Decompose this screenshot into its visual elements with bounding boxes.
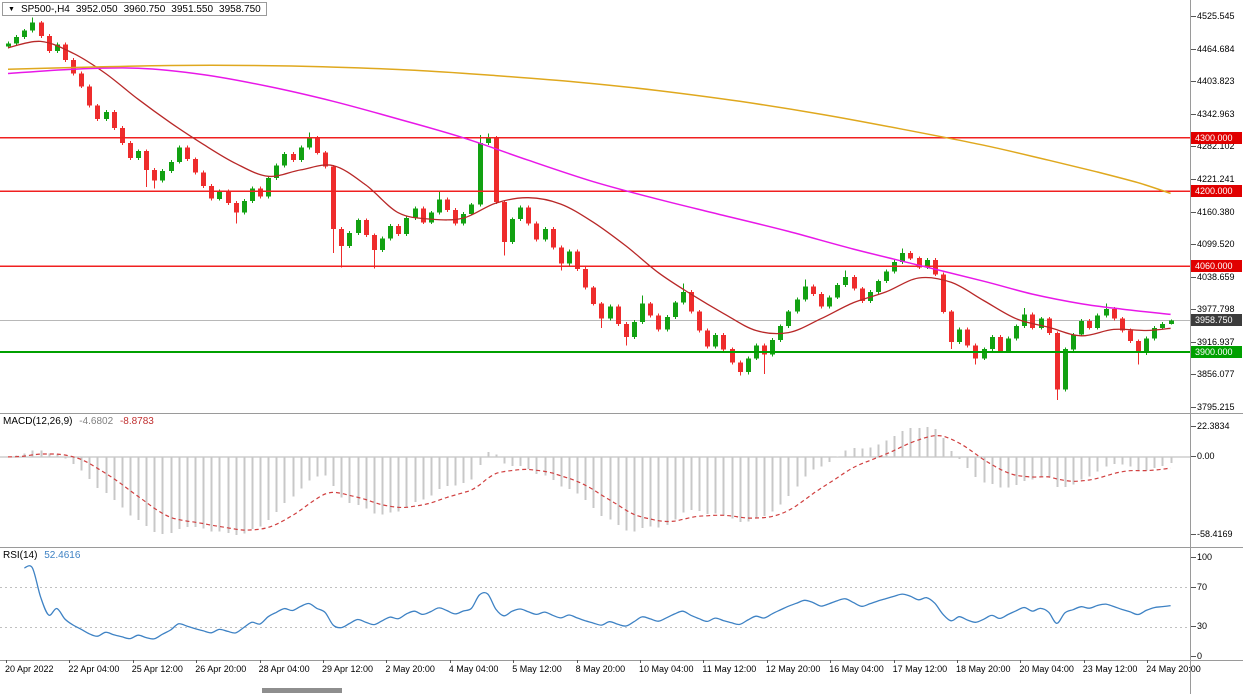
time-axis-label: 12 May 20:00 [765, 660, 821, 674]
open-value: 3952.050 [75, 3, 118, 15]
time-axis-label: 18 May 20:00 [956, 660, 1011, 674]
time-axis-label: 29 Apr 12:00 [322, 660, 374, 674]
time-axis-label: 28 Apr 04:00 [258, 660, 310, 674]
macd-histogram [15, 427, 1173, 535]
macd-value: -4.6802 [79, 416, 114, 427]
time-axis-label: 16 May 04:00 [829, 660, 884, 674]
ma-medium-magenta-line [7, 67, 1171, 316]
time-axis-label: 26 Apr 20:00 [195, 660, 247, 674]
time-axis-label: 4 May 04:00 [448, 660, 499, 674]
time-axis-label: 22 Apr 04:00 [68, 660, 120, 674]
macd-indicator-label: MACD(12,26,9) -4.6802 -8.8783 [3, 416, 158, 427]
horizontal-scrollbar-thumb[interactable] [262, 688, 342, 693]
rsi-value: 52.4616 [44, 550, 81, 561]
time-axis-label: 20 May 04:00 [1019, 660, 1074, 674]
ma-slow-orange-line [7, 64, 1171, 195]
time-axis-label: 24 May 20:00 [1146, 660, 1201, 674]
time-axis-label: 20 Apr 2022 [5, 660, 54, 674]
time-axis-label: 17 May 12:00 [892, 660, 948, 674]
candlestick-series [6, 17, 1174, 401]
rsi-name: RSI(14) [3, 550, 38, 561]
high-value: 3960.750 [123, 3, 166, 15]
time-axis-label: 8 May 20:00 [575, 660, 626, 674]
symbol-ohlc-readout[interactable]: ▼ SP500-,H4 3952.050 3960.750 3951.550 3… [2, 2, 267, 16]
time-axis-separator [0, 660, 1243, 661]
pane-separator-macd[interactable] [0, 413, 1243, 414]
price-axis-separator [1190, 0, 1191, 694]
time-axis-label: 25 Apr 12:00 [131, 660, 183, 674]
time-axis-label: 23 May 12:00 [1082, 660, 1138, 674]
macd-name: MACD(12,26,9) [3, 416, 73, 427]
time-axis-label: 11 May 12:00 [702, 660, 757, 674]
horizontal-level-lines [0, 137, 1190, 353]
rsi-indicator-label: RSI(14) 52.4616 [3, 550, 84, 561]
symbol-timeframe-label: SP500-,H4 [20, 3, 70, 15]
time-axis[interactable]: 20 Apr 2022 22 Apr 04:00 25 Apr 12:00 26 Ap… [0, 660, 1243, 694]
low-value: 3951.550 [171, 3, 214, 15]
rsi-line [24, 565, 1171, 640]
pane-separator-rsi[interactable] [0, 547, 1243, 548]
time-axis-label: 5 May 12:00 [512, 660, 562, 674]
macd-signal-line [7, 435, 1171, 531]
symbol-dropdown-icon[interactable]: ▼ [8, 5, 15, 13]
close-value: 3958.750 [219, 3, 261, 15]
time-axis-label: 2 May 20:00 [385, 660, 435, 674]
macd-signal-value: -8.8783 [119, 416, 154, 427]
time-axis-label: 10 May 04:00 [639, 660, 694, 674]
ma-fast-red-line [7, 40, 1171, 337]
